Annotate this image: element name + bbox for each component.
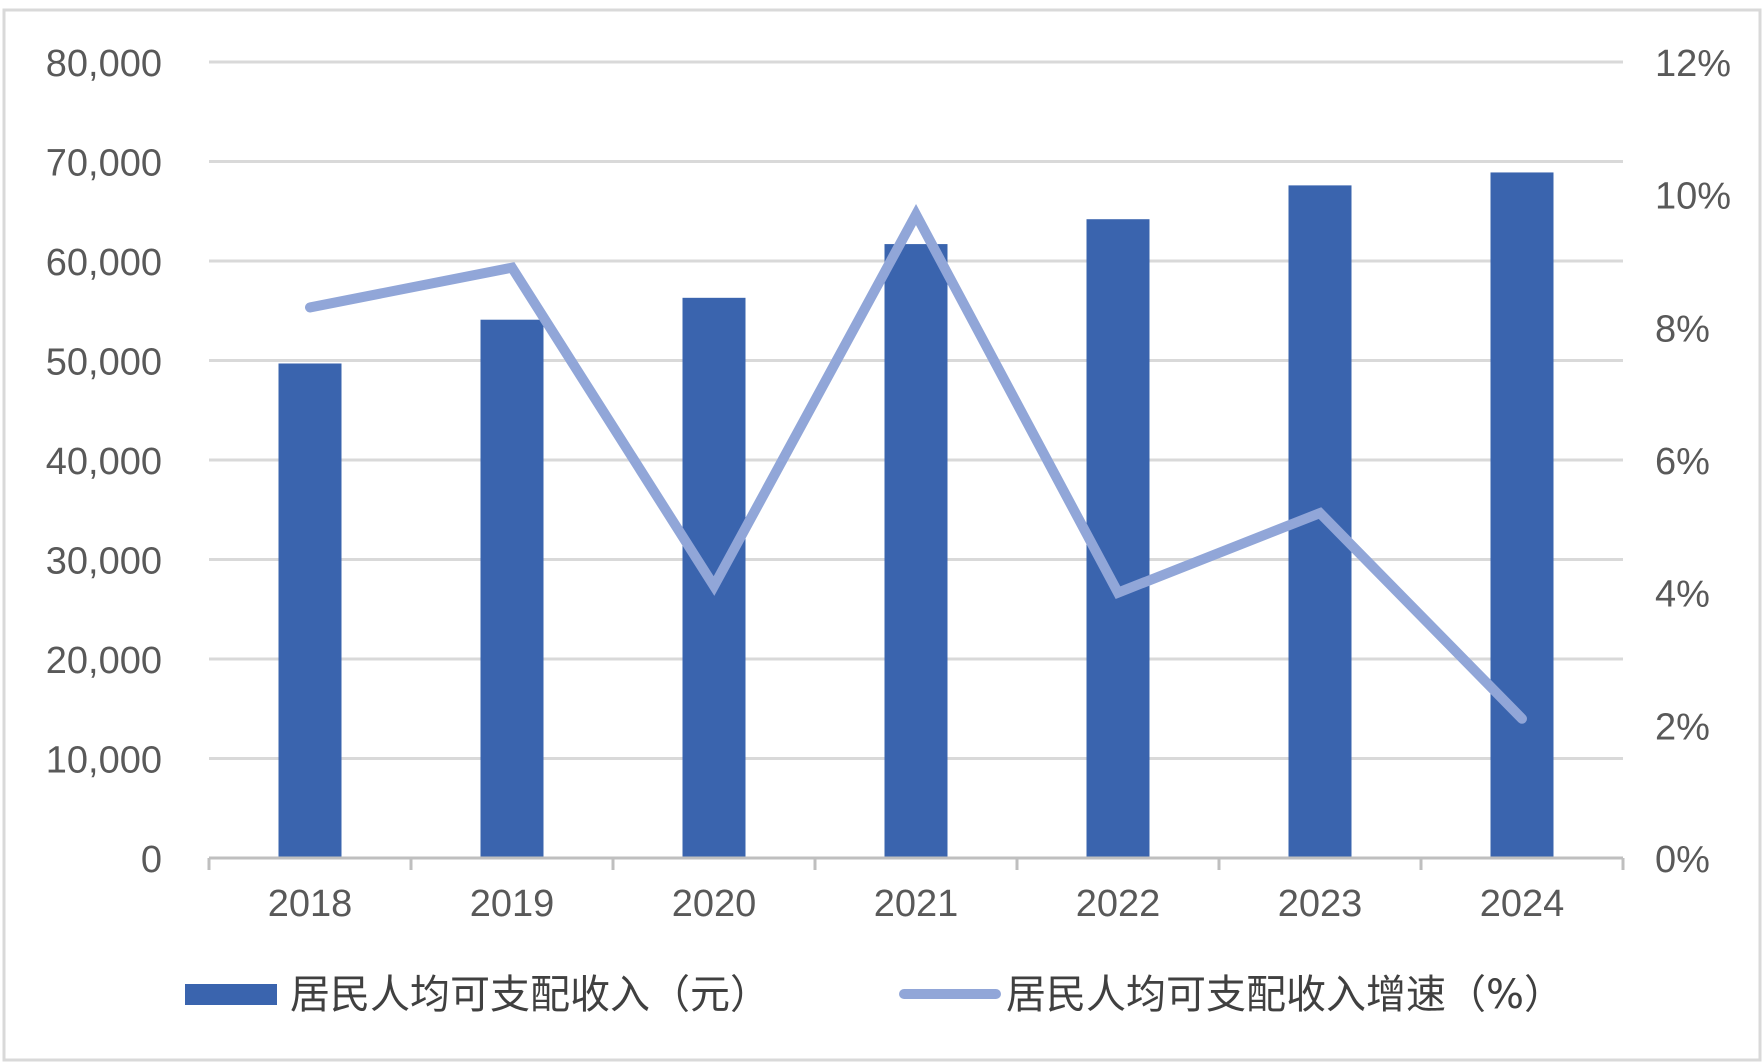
y-left-tick-label: 40,000 [46, 441, 162, 483]
legend-swatch-bar [185, 984, 277, 1005]
x-tick-label: 2018 [268, 883, 353, 925]
line-series [305, 204, 1527, 724]
axes: 0 10,000 20,000 30,000 40,000 50,000 60,000 70,… [46, 43, 1731, 925]
x-tick-label: 2024 [1480, 883, 1565, 925]
x-tick-label: 2023 [1278, 883, 1363, 925]
bar-series [278, 172, 1554, 859]
y-left-tick-label: 80,000 [46, 43, 162, 85]
y-right-tick-label: 12% [1655, 43, 1731, 85]
y-left-tick-label: 20,000 [46, 640, 162, 682]
bar-2019 [480, 319, 544, 859]
bar-2024 [1490, 172, 1554, 858]
bar-2022 [1086, 219, 1150, 858]
y-left-tick-label: 10,000 [46, 740, 162, 782]
legend-label-bar: 居民人均可支配收入（元） [290, 972, 770, 1018]
y-right-tick-label: 0% [1655, 839, 1710, 881]
bar-2021 [884, 244, 948, 858]
gridlines [209, 60, 1623, 760]
y-left-tick-label: 0 [141, 839, 162, 881]
legend-label-line: 居民人均可支配收入增速（%） [1006, 972, 1564, 1018]
y-right-tick-label: 8% [1655, 308, 1710, 350]
bar-2018 [278, 363, 342, 858]
y-left-tick-label: 60,000 [46, 242, 162, 284]
y-left-tick-label: 30,000 [46, 541, 162, 583]
y-right-tick-label: 2% [1655, 706, 1710, 748]
y-right-tick-label: 10% [1655, 176, 1731, 218]
x-tick-label: 2022 [1076, 883, 1161, 925]
y-right-tick-label: 6% [1655, 441, 1710, 483]
y-left-tick-label: 50,000 [46, 342, 162, 384]
x-tick-label: 2021 [874, 883, 959, 925]
y-right-tick-label: 4% [1655, 574, 1710, 616]
legend: 居民人均可支配收入（元） 居民人均可支配收入增速（%） [185, 972, 1564, 1018]
chart-border [2, 8, 1762, 1062]
x-tick-label: 2020 [672, 883, 757, 925]
y-left-tick-label: 70,000 [46, 143, 162, 185]
x-tick-label: 2019 [470, 883, 555, 925]
